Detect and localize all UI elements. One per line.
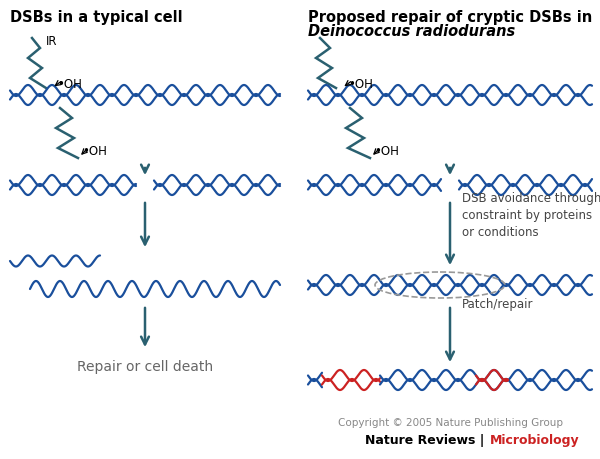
Text: Copyright © 2005 Nature Publishing Group: Copyright © 2005 Nature Publishing Group — [337, 418, 563, 428]
Text: Nature Reviews |: Nature Reviews | — [365, 434, 489, 447]
Text: Deinococcus radiodurans: Deinococcus radiodurans — [308, 24, 515, 39]
Text: •OH: •OH — [57, 78, 82, 91]
Text: Microbiology: Microbiology — [490, 434, 580, 447]
Text: Repair or cell death: Repair or cell death — [77, 360, 213, 374]
Text: •OH: •OH — [82, 145, 107, 158]
Text: Proposed repair of cryptic DSBs in: Proposed repair of cryptic DSBs in — [308, 10, 592, 25]
Text: Patch/repair: Patch/repair — [462, 298, 533, 311]
Text: DSBs in a typical cell: DSBs in a typical cell — [10, 10, 182, 25]
Text: •OH: •OH — [348, 78, 373, 91]
Text: DSB avoidance through
constraint by proteins
or conditions: DSB avoidance through constraint by prot… — [462, 192, 600, 239]
Text: •OH: •OH — [374, 145, 399, 158]
Text: IR: IR — [46, 35, 58, 48]
